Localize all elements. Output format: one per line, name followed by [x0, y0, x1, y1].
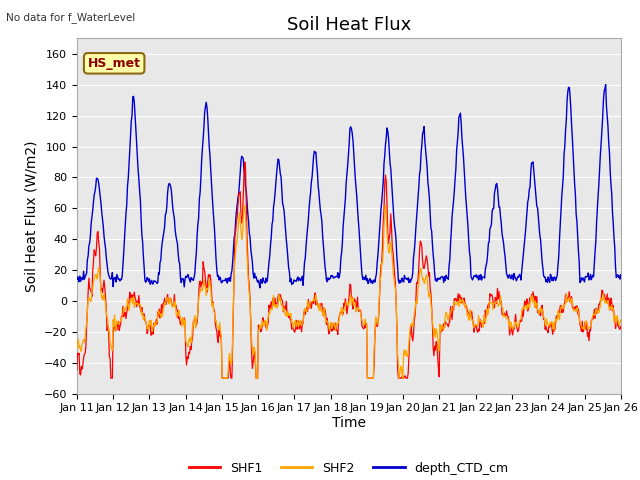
X-axis label: Time: Time [332, 416, 366, 430]
Y-axis label: Soil Heat Flux (W/m2): Soil Heat Flux (W/m2) [24, 140, 38, 292]
Text: No data for f_WaterLevel: No data for f_WaterLevel [6, 12, 136, 23]
Title: Soil Heat Flux: Soil Heat Flux [287, 16, 411, 34]
Text: HS_met: HS_met [88, 57, 141, 70]
Legend: SHF1, SHF2, depth_CTD_cm: SHF1, SHF2, depth_CTD_cm [184, 456, 514, 480]
